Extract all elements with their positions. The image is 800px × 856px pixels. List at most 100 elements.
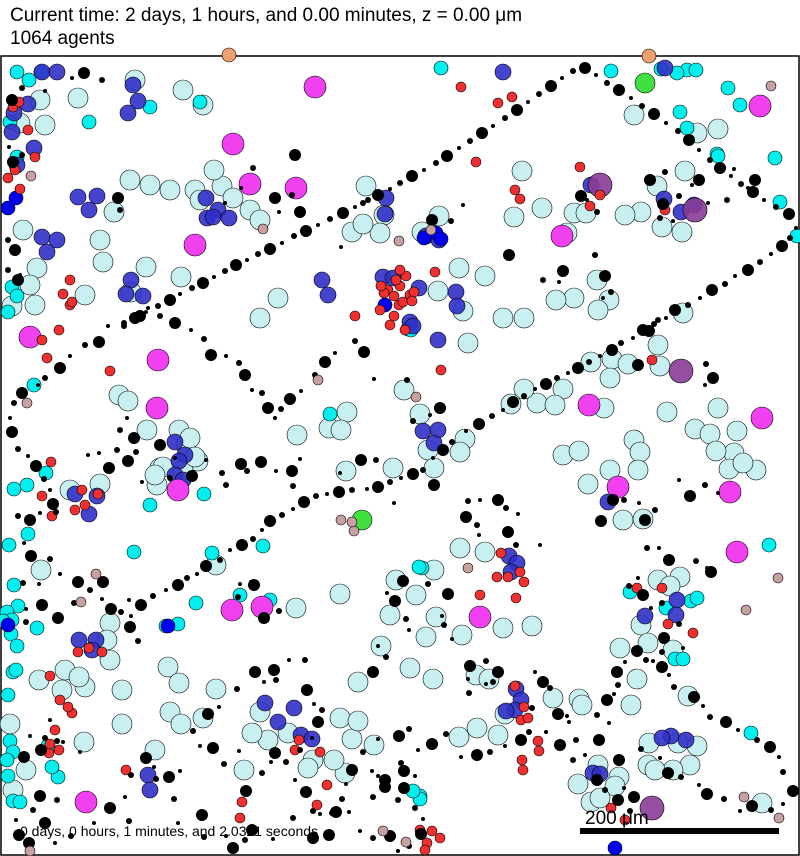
agent-black-point (413, 774, 417, 778)
agent-black-point (467, 138, 473, 144)
agent-red-point (388, 290, 400, 302)
agent-black-point (557, 280, 561, 284)
agent-blue-point (447, 283, 465, 301)
agent-rosy-point (24, 845, 36, 856)
agent-black-point (242, 837, 248, 843)
agent-black-point (749, 174, 761, 186)
agent-cyan-point (204, 545, 220, 561)
agent-black-point (105, 603, 117, 615)
agent-black-point (398, 760, 404, 766)
agent-red-point (397, 296, 409, 308)
agent-black-point (586, 359, 592, 365)
agent-black-point (157, 313, 163, 319)
agent-black-point (697, 783, 701, 787)
agent-black-point (100, 597, 104, 601)
agent-black-point (234, 686, 240, 692)
agent-black-point (622, 786, 626, 790)
agent-cyan-point (8, 662, 24, 678)
agent-black-point (358, 346, 370, 358)
agent-black-point (18, 751, 30, 763)
agent-black-point (684, 490, 696, 502)
agent-black-point (579, 62, 591, 74)
agent-black-point (16, 387, 28, 399)
agent-black-point (239, 369, 251, 381)
agent-pale_cyan-point (355, 175, 377, 197)
agent-black-point (312, 702, 316, 706)
agent-red-point (605, 802, 617, 814)
agent-black-point (613, 754, 625, 766)
agent-black-point (298, 457, 302, 461)
agent-black-point (307, 832, 319, 844)
agent-black-point (706, 201, 710, 205)
agent-pale_cyan-point (172, 79, 194, 101)
agent-black-point (683, 134, 695, 146)
agent-black-point (607, 494, 619, 506)
agent-pale_cyan-point (399, 657, 421, 679)
agent-red-point (619, 814, 631, 826)
agent-magenta-point (750, 406, 774, 430)
agent-black-point (283, 759, 289, 765)
agent-black-point (125, 416, 129, 420)
agent-red-point (390, 274, 402, 286)
agent-magenta-point (725, 540, 749, 564)
agent-black-point (533, 670, 537, 674)
agent-magenta-point (166, 478, 190, 502)
agent-cyan-point (81, 114, 97, 130)
agent-pale_cyan-point (544, 394, 566, 416)
agent-red-point (375, 280, 387, 292)
agent-blue-point (170, 452, 188, 470)
agent-red-point (72, 646, 84, 658)
agent-count: 1064 agents (10, 28, 115, 49)
agent-black-point (78, 750, 82, 754)
agent-black-point (651, 659, 655, 663)
agent-cyan-point (0, 304, 16, 320)
agent-blue-point (448, 297, 466, 315)
agent-black-point (573, 737, 579, 743)
agent-red-point (532, 735, 544, 747)
agent-black-point (239, 186, 243, 190)
agent-black-point (490, 679, 496, 685)
agent-black-point (389, 595, 401, 607)
agent-black-point (675, 128, 681, 134)
agent-blue-point (414, 422, 432, 440)
agent-pale_cyan-point (423, 457, 445, 479)
agent-black-point (333, 351, 337, 355)
agent-black-point (135, 599, 147, 611)
agent-black-point (594, 712, 600, 718)
agent-black-point (613, 84, 625, 96)
agent-black-point (636, 576, 640, 580)
agent-black-point (202, 708, 214, 720)
agent-red-point (594, 189, 606, 201)
agent-black-point (631, 645, 643, 657)
agent-black-point (658, 756, 662, 760)
agent-black-point (667, 673, 671, 677)
agent-black-point (249, 580, 253, 584)
agent-pale_cyan-point (0, 713, 21, 735)
agent-pale_cyan-point (297, 757, 319, 779)
agent-black-point (365, 487, 369, 491)
agent-blue-point (656, 59, 674, 77)
elapsed-time-label: 0 days, 0 hours, 1 minutes, and 2.0321 s… (20, 823, 318, 839)
agent-blue-point (122, 271, 140, 289)
agent-black-point (471, 749, 483, 761)
agent-black-point (58, 572, 62, 576)
agent-black-point (360, 749, 366, 755)
agent-black-point (349, 487, 355, 493)
agent-black-point (484, 682, 488, 686)
agent-pale_cyan-point (457, 332, 479, 354)
agent-black-point (567, 720, 571, 724)
agent-black-point (204, 458, 208, 462)
agent-magenta-point (718, 480, 742, 504)
agent-blue-point (197, 189, 215, 207)
agent-black-point (705, 566, 717, 578)
agent-black-point (644, 545, 650, 551)
agent-black-point (48, 488, 52, 492)
agent-pale_cyan-point (707, 397, 729, 419)
agent-black-point (716, 491, 720, 495)
agent-red-point (514, 566, 526, 578)
agent-red-point (502, 571, 514, 583)
agent-black-point (707, 157, 713, 163)
agent-cyan-point (142, 497, 158, 513)
agent-black-point (406, 170, 418, 182)
agent-black-point (526, 729, 532, 735)
